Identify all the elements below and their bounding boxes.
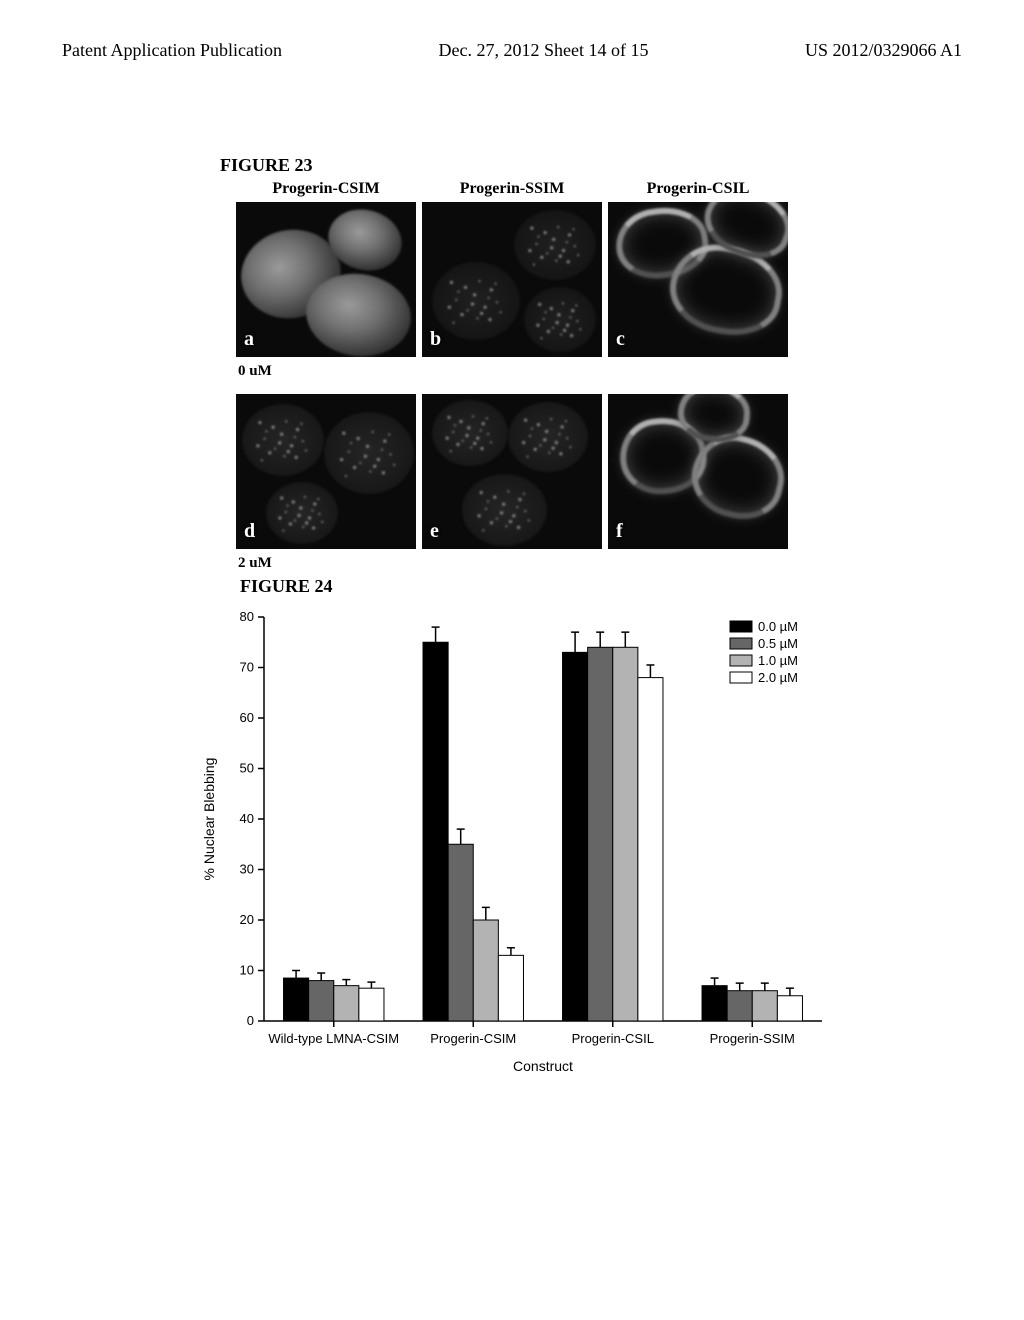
svg-text:Construct: Construct <box>513 1058 573 1074</box>
col-title-2: Progerin-SSIM <box>419 180 605 198</box>
panel-letter-b: b <box>430 328 441 351</box>
col-title-3: Progerin-CSIL <box>605 180 791 198</box>
panel-a: a <box>236 202 416 357</box>
svg-text:40: 40 <box>240 811 254 826</box>
panel-b: b <box>422 202 602 357</box>
panel-letter-d: d <box>244 520 255 543</box>
figure23-row1: a b c <box>236 202 788 357</box>
panel-letter-e: e <box>430 520 439 543</box>
panel-e: e <box>422 394 602 549</box>
svg-text:2.0 µM: 2.0 µM <box>758 670 798 685</box>
figure24-label: FIGURE 24 <box>240 576 333 597</box>
svg-text:20: 20 <box>240 912 254 927</box>
header-left: Patent Application Publication <box>62 40 282 61</box>
svg-text:60: 60 <box>240 710 254 725</box>
svg-text:80: 80 <box>240 609 254 624</box>
svg-text:0: 0 <box>247 1013 254 1028</box>
svg-text:50: 50 <box>240 761 254 776</box>
col-title-1: Progerin-CSIM <box>233 180 419 198</box>
panel-letter-f: f <box>616 520 623 543</box>
svg-text:0.5 µM: 0.5 µM <box>758 636 798 651</box>
panel-d: d <box>236 394 416 549</box>
svg-text:Progerin-SSIM: Progerin-SSIM <box>710 1031 795 1046</box>
svg-text:10: 10 <box>240 963 254 978</box>
header-center: Dec. 27, 2012 Sheet 14 of 15 <box>438 40 648 61</box>
svg-text:% Nuclear Blebbing: % Nuclear Blebbing <box>201 758 217 881</box>
svg-text:Progerin-CSIM: Progerin-CSIM <box>430 1031 516 1046</box>
figure23-row2-caption: 2 uM <box>238 555 272 572</box>
panel-letter-a: a <box>244 328 254 351</box>
svg-text:0.0 µM: 0.0 µM <box>758 619 798 634</box>
panel-c: c <box>608 202 788 357</box>
svg-text:30: 30 <box>240 862 254 877</box>
figure23-row1-caption: 0 uM <box>238 363 272 380</box>
svg-text:1.0 µM: 1.0 µM <box>758 653 798 668</box>
figure24-chart: 0 10 20 30 40 50 60 70 80 % Nuclear Blebbing Wild-… <box>192 603 832 1083</box>
panel-letter-c: c <box>616 328 625 351</box>
svg-text:70: 70 <box>240 660 254 675</box>
svg-text:Wild-type LMNA-CSIM: Wild-type LMNA-CSIM <box>268 1031 399 1046</box>
figure23-label: FIGURE 23 <box>220 155 313 176</box>
bar-chart-svg: 0 10 20 30 40 50 60 70 80 % Nuclear Blebbing Wild-… <box>192 603 832 1083</box>
svg-text:Progerin-CSIL: Progerin-CSIL <box>572 1031 654 1046</box>
panel-f: f <box>608 394 788 549</box>
header-right: US 2012/0329066 A1 <box>805 40 962 61</box>
figure23-row2: d e f <box>236 394 788 549</box>
figure23-column-titles: Progerin-CSIM Progerin-SSIM Progerin-CSI… <box>233 180 791 198</box>
